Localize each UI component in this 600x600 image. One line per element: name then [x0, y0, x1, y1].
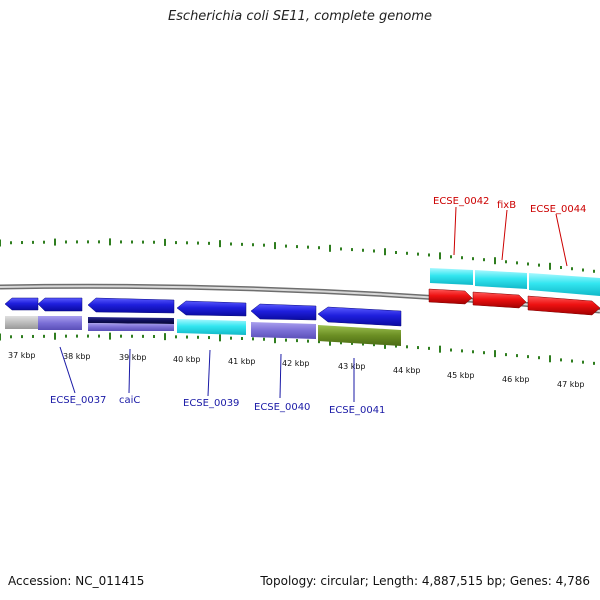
inner-tick-row — [0, 332, 595, 365]
forward-gene-labels: ECSE_0042 fixB ECSE_0044 — [433, 196, 586, 267]
cog-block — [475, 270, 527, 289]
forward-gene-arrow[interactable] — [428, 288, 473, 305]
gene-label-fixb[interactable]: fixB — [497, 200, 516, 211]
gene-label-caic[interactable]: caiC — [119, 395, 140, 406]
label-leader-line — [207, 349, 211, 397]
cog-block — [318, 325, 401, 346]
forward-strand-genes — [428, 288, 600, 316]
cog-block — [251, 322, 316, 339]
gene-label-ecse-0044[interactable]: ECSE_0044 — [530, 204, 586, 215]
genome-summary-text: Topology: circular; Length: 4,887,515 bp… — [260, 574, 590, 588]
forward-cog-band — [430, 268, 600, 296]
axis-tick-label: 47 kbp — [557, 380, 585, 389]
axis-tick-label: 38 kbp — [63, 352, 91, 361]
axis-tick-label: 41 kbp — [228, 357, 256, 366]
reverse-gene-arrow[interactable] — [176, 300, 247, 317]
axis-tick-label: 46 kbp — [502, 375, 530, 384]
label-leader-line — [279, 353, 282, 399]
label-leader-line — [453, 206, 457, 256]
gene-label-ecse-0041[interactable]: ECSE_0041 — [329, 405, 385, 416]
reverse-gene-arrow[interactable] — [87, 297, 175, 314]
reverse-strand-genes — [4, 297, 402, 327]
reverse-cog-band — [5, 316, 401, 346]
axis-tick-label: 44 kbp — [393, 366, 421, 375]
reverse-gene-arrow[interactable] — [4, 297, 39, 311]
axis-tick-label: 40 kbp — [173, 355, 201, 364]
axis-tick-label: 42 kbp — [282, 359, 310, 368]
axis-tick-label: 39 kbp — [119, 353, 147, 362]
outer-tick-row — [0, 238, 595, 273]
cog-block — [529, 273, 600, 296]
axis-tick-label: 45 kbp — [447, 371, 475, 380]
gene-label-ecse-0039[interactable]: ECSE_0039 — [183, 398, 239, 409]
axis-tick-label: 43 kbp — [338, 362, 366, 371]
reverse-gene-labels: ECSE_0037 caiC ECSE_0039 ECSE_0040 ECSE_… — [50, 346, 385, 416]
label-leader-line — [59, 346, 76, 394]
cog-block — [38, 316, 82, 330]
cog-block — [177, 319, 246, 335]
axis-tick-labels: 37 kbp 38 kbp 39 kbp 40 kbp 41 kbp 42 kb… — [8, 351, 585, 389]
reverse-gene-arrow[interactable] — [317, 306, 402, 327]
label-leader-line — [128, 348, 131, 394]
genome-title: Escherichia coli SE11, complete genome — [167, 9, 433, 24]
forward-gene-arrow[interactable] — [527, 295, 600, 316]
axis-tick-label: 37 kbp — [8, 351, 36, 360]
reverse-gene-arrow[interactable] — [250, 303, 317, 321]
label-leader-line — [501, 209, 508, 261]
forward-gene-arrow[interactable] — [472, 291, 527, 309]
cog-block — [5, 316, 38, 329]
reverse-gene-arrow[interactable] — [37, 297, 83, 312]
gene-label-ecse-0037[interactable]: ECSE_0037 — [50, 395, 106, 406]
cog-block — [430, 268, 473, 285]
cog-block — [88, 323, 174, 331]
cog-block — [88, 317, 174, 324]
gene-label-ecse-0042[interactable]: ECSE_0042 — [433, 196, 489, 207]
accession-text: Accession: NC_011415 — [8, 574, 145, 588]
label-leader-line — [555, 213, 568, 267]
gene-label-ecse-0040[interactable]: ECSE_0040 — [254, 402, 310, 413]
